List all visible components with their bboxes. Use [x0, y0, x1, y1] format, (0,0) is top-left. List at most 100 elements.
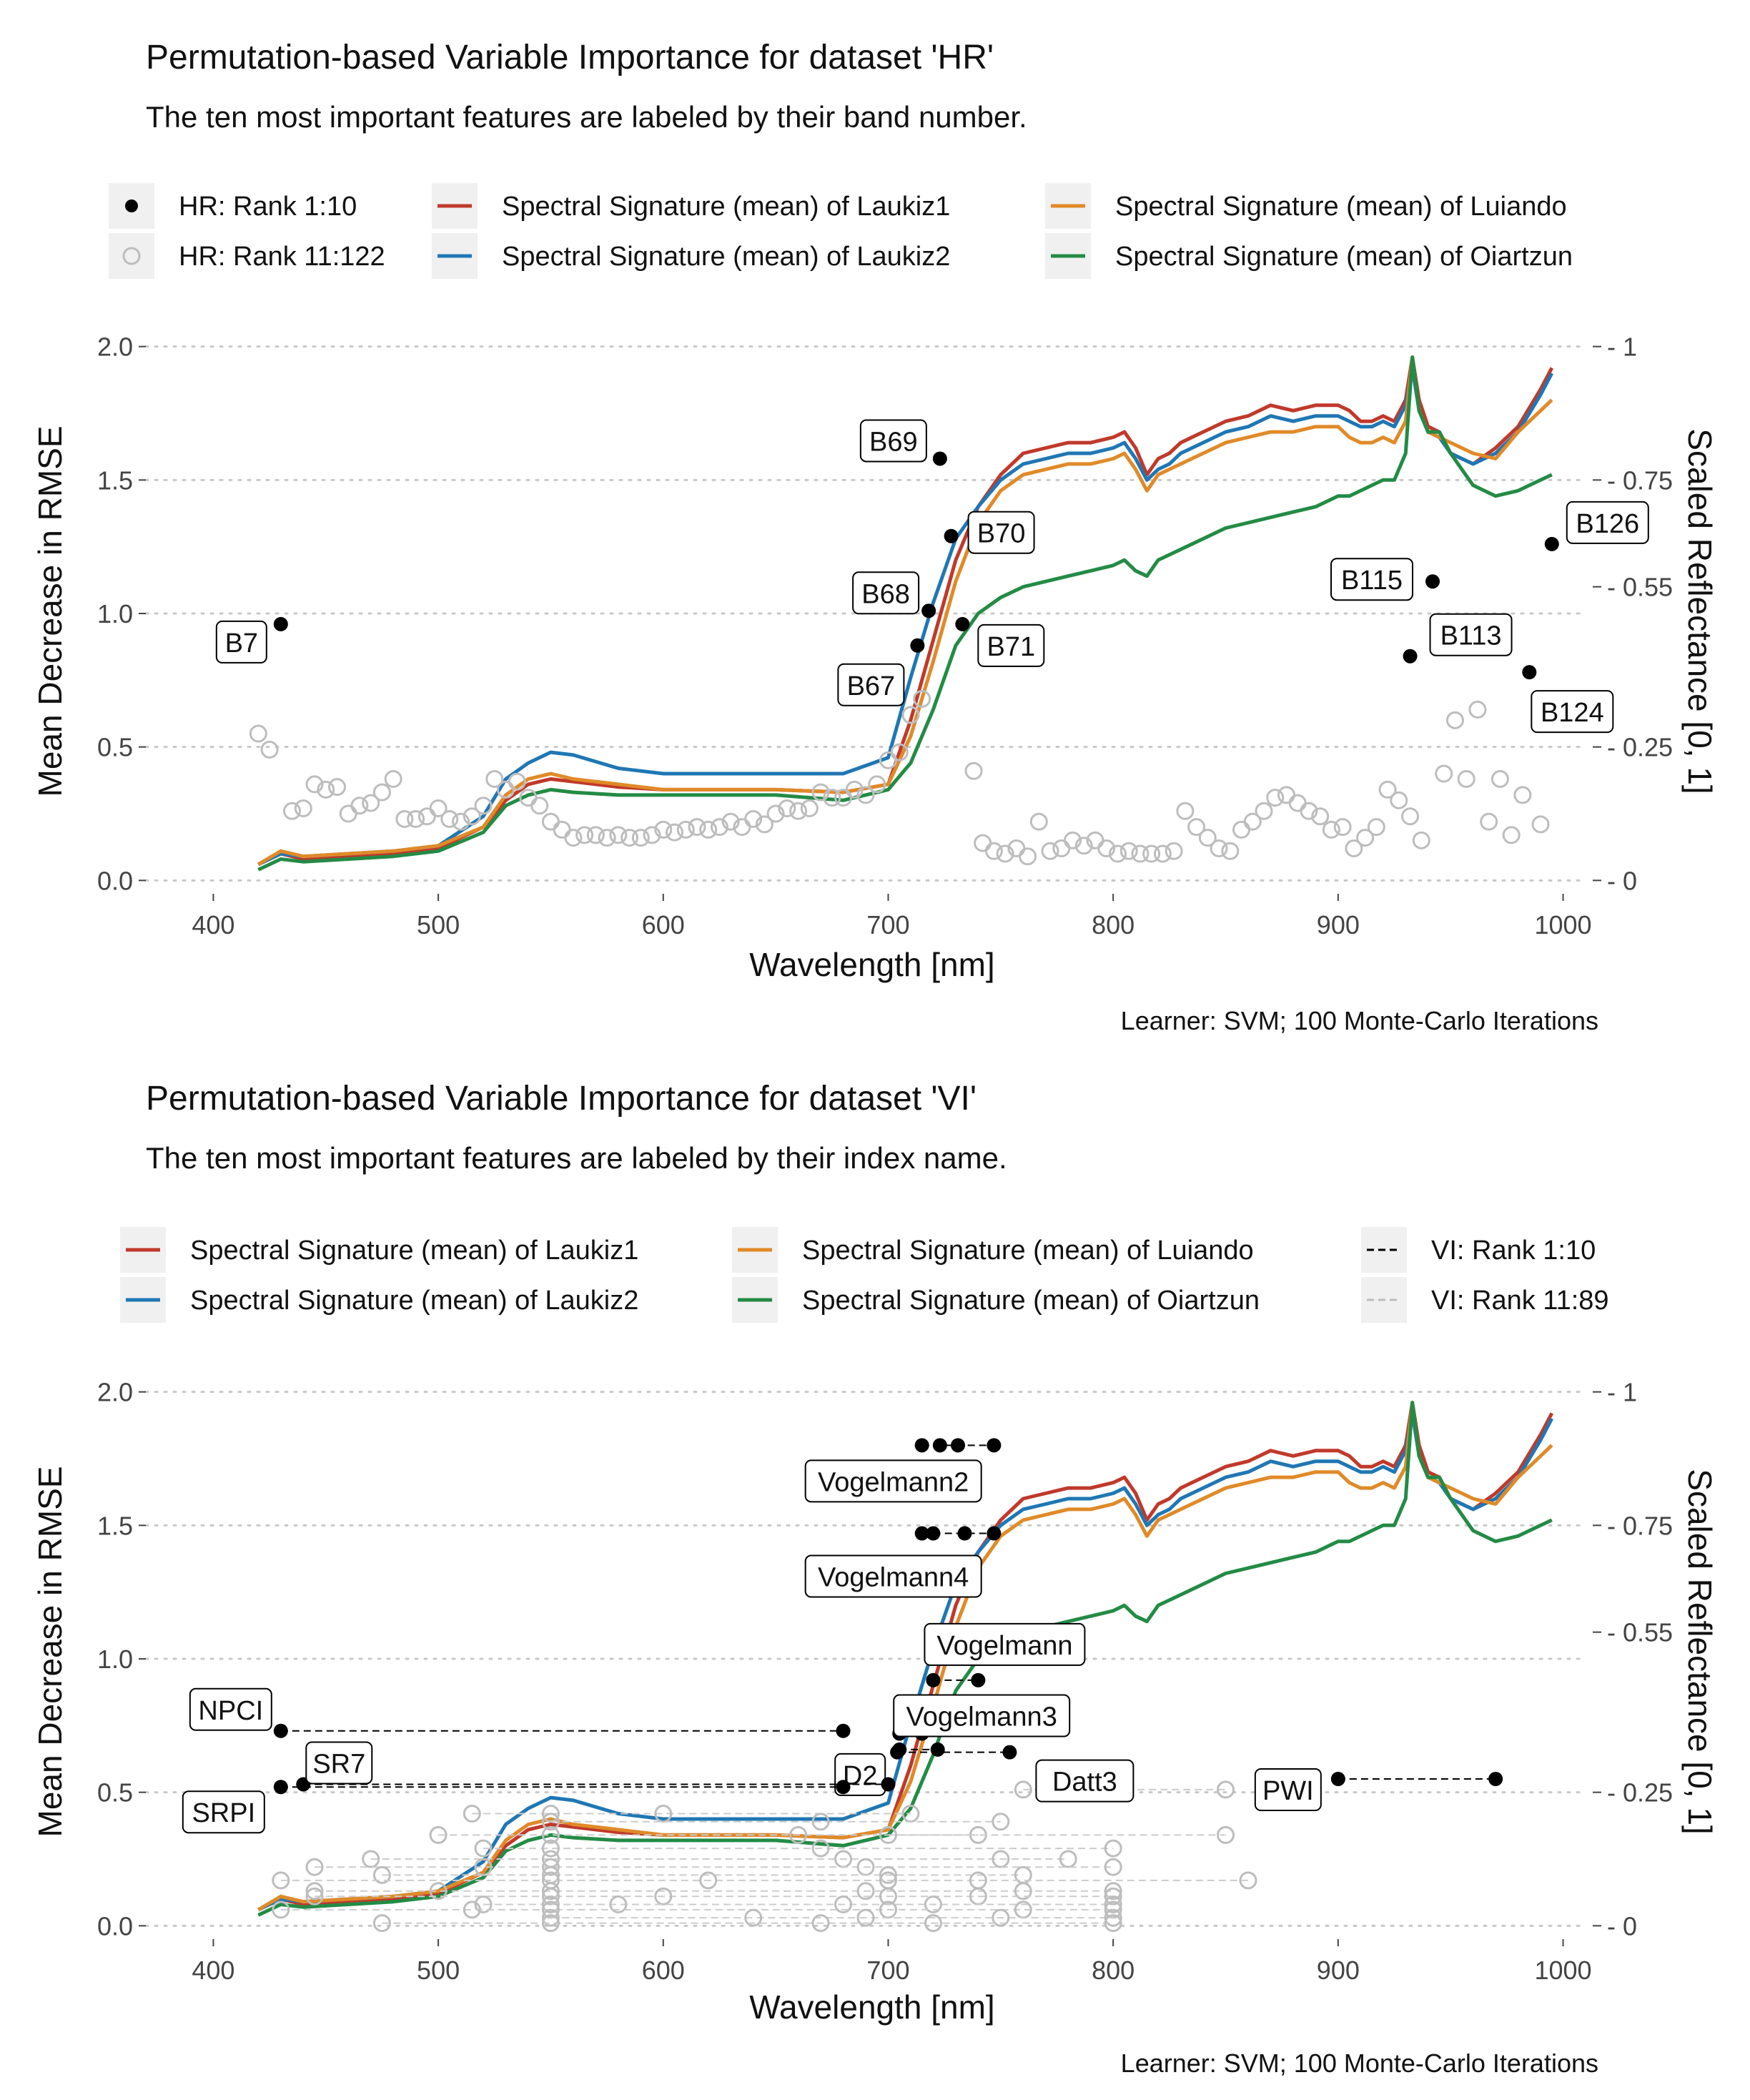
vi-index-label-box [804, 1459, 982, 1503]
hr-point-label-box [967, 511, 1035, 554]
hr-legend-label: Spectral Signature (mean) of Laukiz1 [502, 192, 950, 222]
hr-other-point [452, 812, 470, 831]
hr-other-point [744, 809, 763, 828]
hr-other-point [1210, 839, 1228, 858]
hr-other-point [1445, 711, 1464, 729]
hr-other-point [1480, 812, 1498, 831]
hr-top-point [1544, 536, 1559, 551]
hr-other-point [1176, 802, 1195, 820]
hr-other-point [1019, 847, 1037, 866]
hr-other-point [362, 794, 380, 812]
hr-y-tick-label: 2.0 [97, 332, 133, 362]
hr-other-point [1345, 839, 1363, 858]
hr-legend-label: HR: Rank 11:122 [179, 242, 385, 272]
hr-other-point [1119, 842, 1138, 860]
vi-index-label-text: Vogelmann4 [818, 1563, 969, 1593]
hr-y-tick-label: 0.0 [97, 866, 133, 895]
hr-other-point [1074, 837, 1093, 855]
hr-subtitle: The ten most important features are labe… [146, 100, 1027, 134]
vi-index-label-box [1254, 1768, 1322, 1811]
hr-other-point [1322, 820, 1340, 839]
hr-other-point [964, 761, 983, 780]
vi-index-label: Vogelmann3 [893, 1694, 1071, 1737]
hr-other-point [598, 829, 616, 847]
hr-other-point [631, 829, 650, 847]
hr-other-point [1390, 791, 1408, 809]
hr-other-point [766, 804, 785, 823]
hr-other-point [800, 799, 819, 818]
hr-other-point [485, 769, 504, 788]
hr-point-label-text: B113 [1440, 621, 1502, 651]
hr-other-point [1412, 831, 1430, 849]
hr-other-point [778, 799, 796, 818]
vi-index-label-text: Vogelmann2 [818, 1467, 969, 1497]
hr-other-point [721, 812, 740, 831]
vi-other-index-point [1104, 1908, 1122, 1927]
vi-other-index-point [362, 1850, 380, 1868]
vi-y-axis-label: Mean Decrease in RMSE [31, 1466, 69, 1838]
vi-top-index-point [926, 1672, 941, 1687]
vi-index-label-box [189, 1687, 272, 1731]
hr-other-point [372, 783, 391, 802]
vi-other-index-point [879, 1865, 897, 1884]
vi-other-index-point [924, 1914, 942, 1933]
hr-other-point [294, 799, 312, 818]
hr-y-tick-label: 0.5 [97, 733, 133, 762]
hr-other-point [1311, 807, 1330, 826]
vi-top-index-point [932, 1438, 947, 1453]
hr-other-point [407, 809, 425, 828]
hr-other-point [1457, 769, 1475, 788]
hr-other-point [789, 802, 808, 820]
vi-other-index-point [1239, 1871, 1257, 1890]
hr-top-point [273, 616, 288, 631]
vi-caption: Learner: SVM; 100 Monte-Carlo Iterations [1121, 2049, 1598, 2078]
hr-legend-label: Spectral Signature (mean) of Oiartzun [1115, 242, 1573, 272]
vi-other-index-point [541, 1839, 560, 1858]
vi-top-index-point [1002, 1745, 1017, 1760]
vi-x-axis-label: Wavelength [nm] [749, 1988, 994, 2026]
vi-other-index-point [474, 1839, 493, 1858]
hr-other-point [1502, 826, 1521, 844]
vi-y-tick-label: 2.0 [97, 1378, 133, 1407]
hr-other-point [463, 807, 481, 826]
hr-legend-key [109, 233, 154, 279]
hr-other-point [1153, 844, 1172, 863]
hr-y-axis-label: Mean Decrease in RMSE [31, 426, 69, 797]
hr-point-label-box [859, 419, 927, 463]
hr-other-point [384, 769, 402, 788]
hr-legend: HR: Rank 1:10 Spectral Signature (mean) o… [109, 183, 1573, 279]
vi-other-index-point [372, 1914, 391, 1933]
vi-index-label: Vogelmann [924, 1622, 1086, 1666]
hr-other-point [249, 724, 267, 743]
hr-x-tick-label: 700 [866, 910, 909, 940]
hr-other-point [845, 780, 864, 799]
hr-other-point [868, 775, 886, 794]
vi-top-index-point [273, 1723, 288, 1738]
vi-other-index-point [541, 1858, 560, 1876]
hr-top-point [1522, 665, 1537, 680]
vi-other-index-point [744, 1908, 763, 1927]
hr-other-point [1367, 818, 1385, 837]
vi-top-index-point [890, 1745, 905, 1760]
vi-top-index-point [881, 1777, 896, 1792]
vi-other-index-point [1014, 1780, 1032, 1799]
hr-other-point [1300, 802, 1318, 820]
hr-legend-label: Spectral Signature (mean) of Laukiz2 [502, 242, 950, 272]
hr-other-point [1198, 829, 1217, 847]
hr-other-point [1531, 815, 1550, 834]
vi-y-tick-label: 1.5 [97, 1511, 133, 1540]
vi-other-index-point [1104, 1895, 1122, 1913]
vi-y-tick-label: 0.0 [97, 1911, 133, 1941]
vi-other-index-point [541, 1825, 560, 1844]
hr-top-point [921, 603, 936, 618]
vi-top-index-point [930, 1742, 945, 1757]
hr-other-point [1131, 844, 1150, 863]
vi-other-index-point [541, 1813, 560, 1831]
vi-other-index-point [1059, 1850, 1077, 1868]
hr-other-point [621, 829, 639, 847]
vi-other-index-point [305, 1858, 324, 1876]
hr-signature-line [257, 355, 1553, 872]
vi-legend-label: Spectral Signature (mean) of Luiando [802, 1236, 1254, 1266]
hr-point-label: B126 [1566, 501, 1649, 544]
